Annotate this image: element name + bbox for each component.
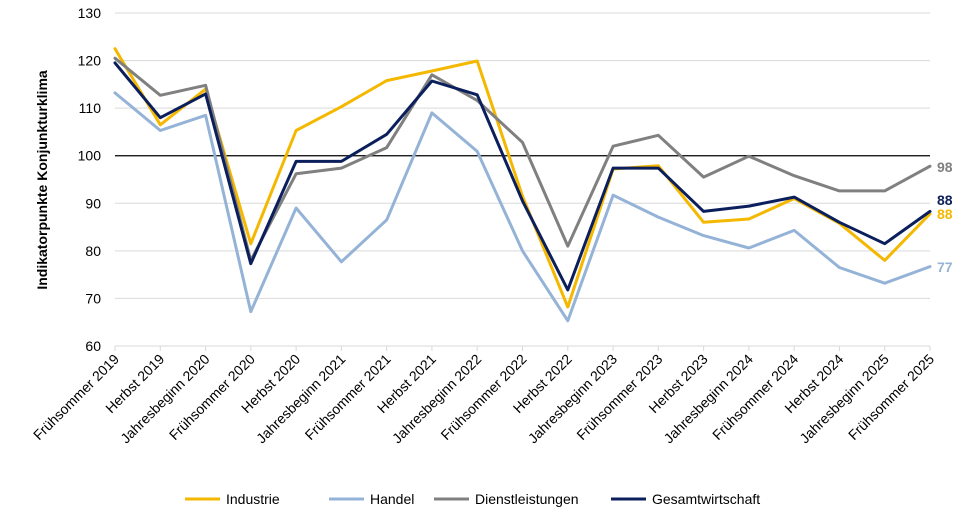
legend-label-handel: Handel (370, 491, 414, 507)
y-tick-label: 120 (78, 53, 102, 69)
y-tick-label: 130 (78, 5, 102, 21)
y-tick-label: 60 (85, 338, 101, 354)
x-tick-label: Frühsommer 2021 (302, 351, 394, 443)
x-tick-label: Frühsommer 2025 (845, 351, 937, 443)
legend-label-dienstleistungen: Dienstleistungen (475, 491, 579, 507)
legend-label-industrie: Industrie (226, 491, 280, 507)
legend: Industrie Handel Dienstleistungen Gesamtwir… (185, 491, 760, 507)
end-label-dienstleistungen: 98 (937, 159, 953, 175)
series-line-industrie (113, 47, 932, 309)
x-tick-label: Frühsommer 2022 (437, 351, 529, 443)
series-line-dienstleistungen (113, 56, 932, 262)
x-tick-label: Frühsommer 2023 (573, 351, 665, 443)
y-tick-label: 100 (78, 148, 102, 164)
legend-label-gesamtwirtschaft: Gesamtwirtschaft (652, 491, 760, 507)
x-tick-label: Frühsommer 2020 (166, 351, 258, 443)
series-line-handel (113, 91, 932, 323)
y-tick-label: 90 (85, 195, 101, 211)
y-tick-label: 70 (85, 290, 101, 306)
y-tick-label: 80 (85, 243, 101, 259)
x-tick-label: Frühsommer 2024 (709, 351, 801, 443)
end-label-gesamtwirtschaft: 88 (937, 192, 953, 208)
end-label-handel: 77 (937, 259, 953, 275)
axes (114, 345, 931, 351)
end-label-industrie: 88 (937, 206, 953, 222)
series-lines (113, 47, 932, 323)
y-tick-label: 110 (79, 100, 102, 116)
x-tick-label: Frühsommer 2019 (30, 351, 122, 443)
y-axis-title: Indikatorpunkte Konjunkturklima (34, 70, 50, 290)
series-line-gesamtwirtschaft (113, 61, 932, 292)
